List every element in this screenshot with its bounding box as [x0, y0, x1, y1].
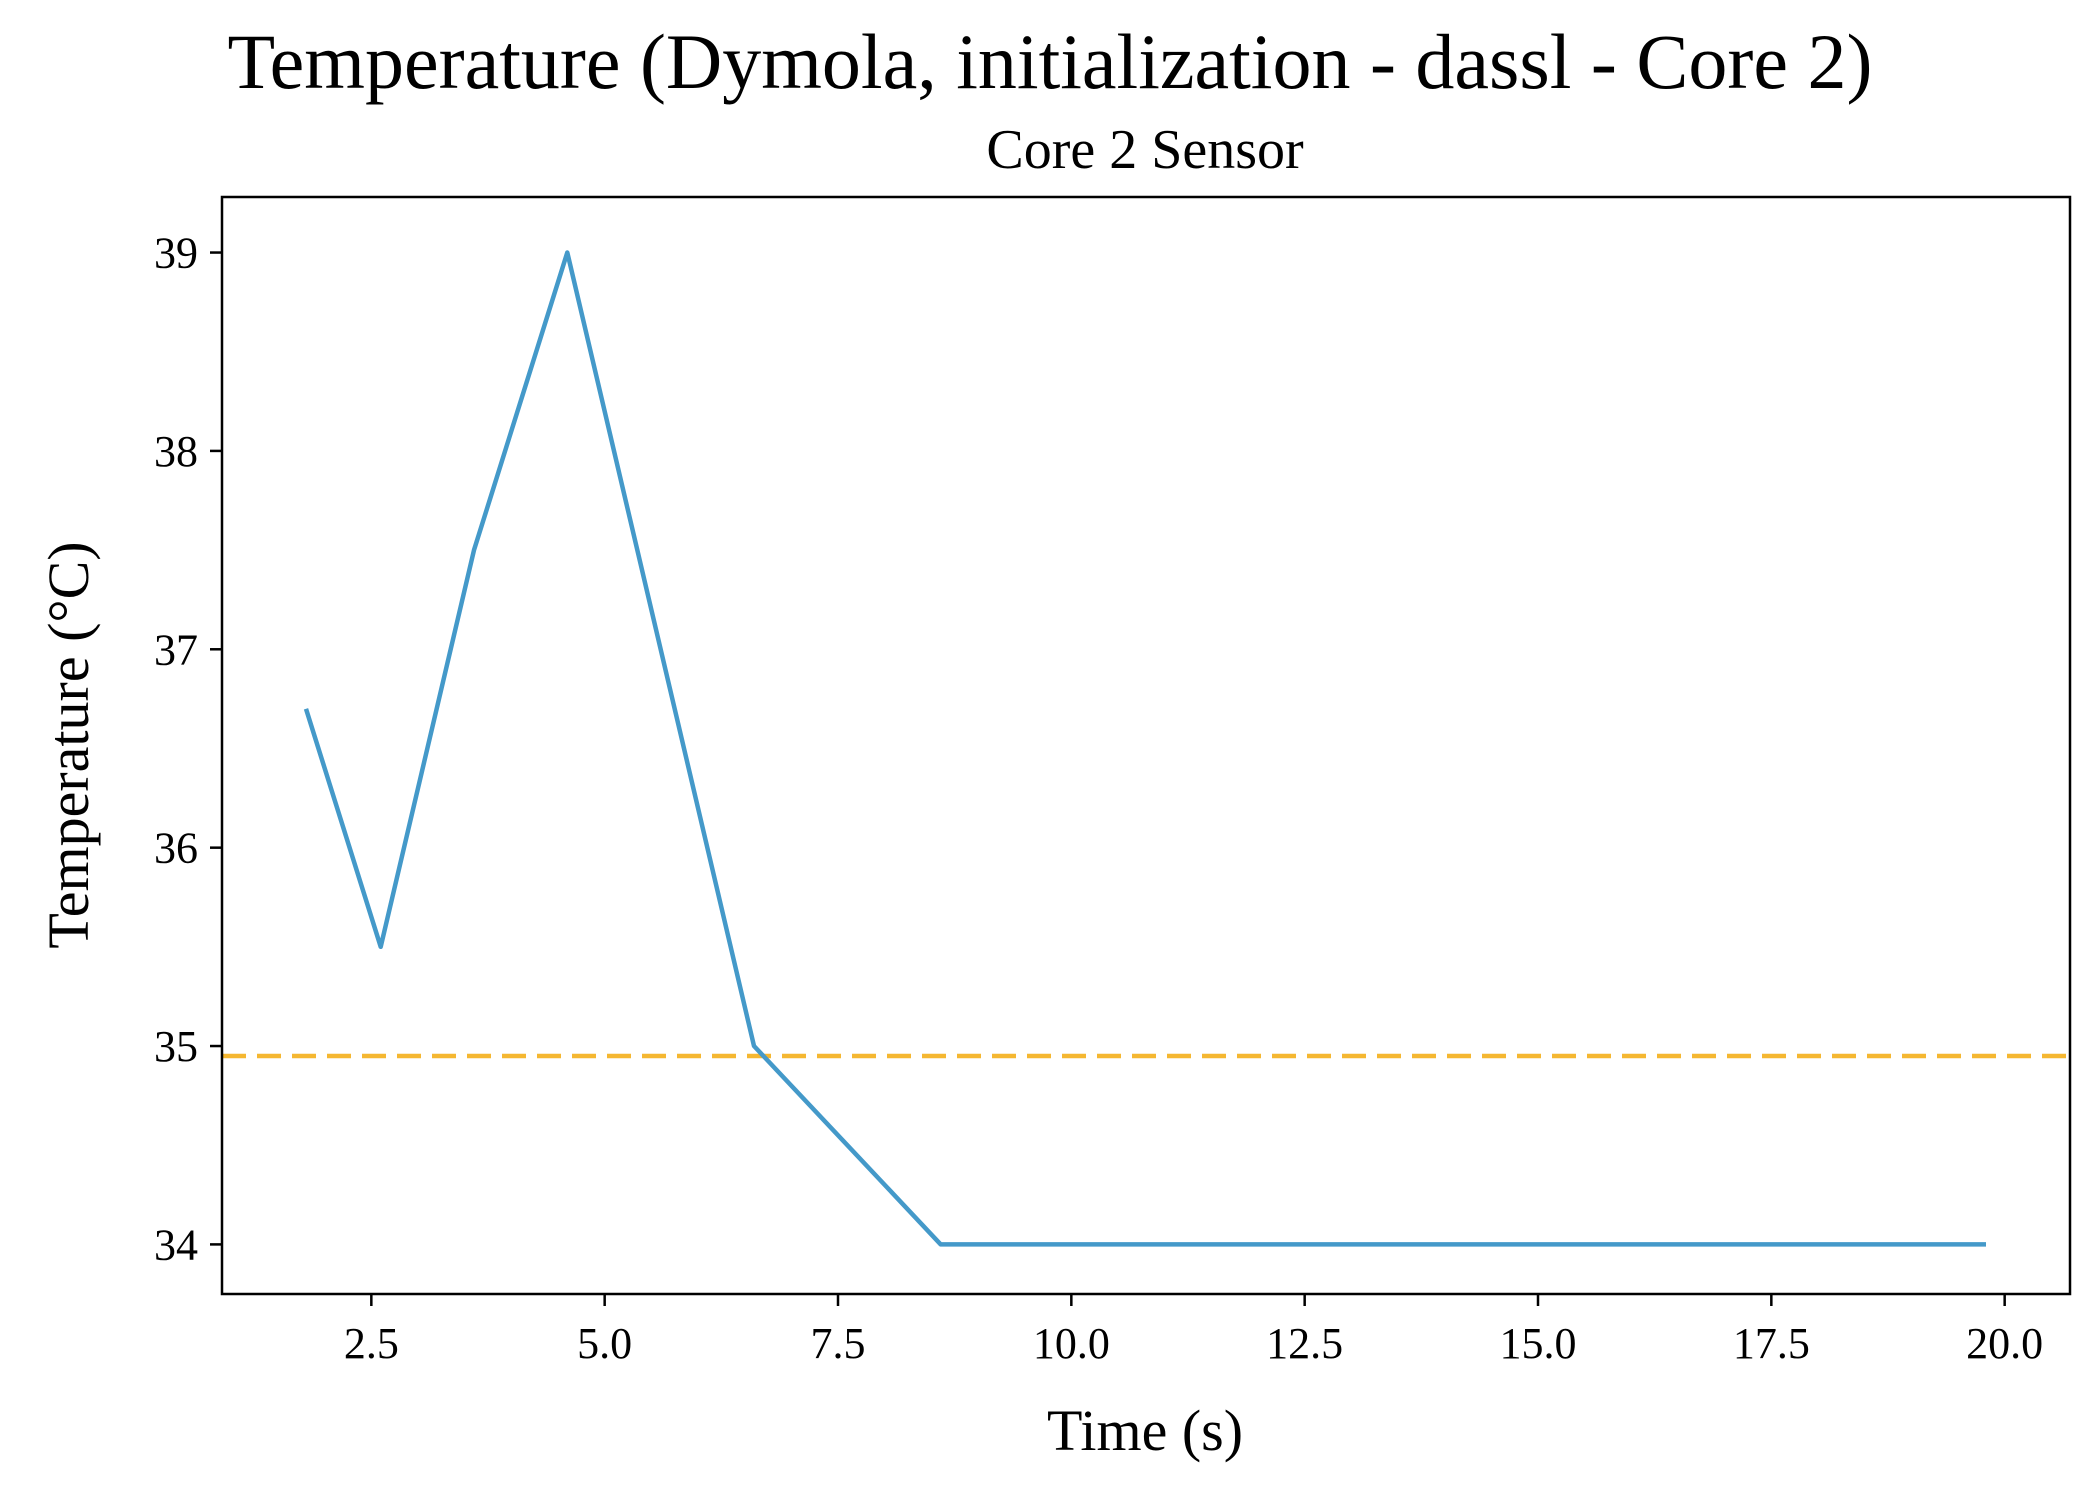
plot-frame	[220, 195, 2072, 1296]
x-tick-label: 20.0	[1966, 1319, 2043, 1368]
y-tick-label: 34	[154, 1220, 198, 1269]
x-tick-label: 5.0	[577, 1319, 632, 1368]
y-tick-label: 37	[154, 625, 198, 674]
x-tick-label: 15.0	[1500, 1319, 1577, 1368]
x-tick-label: 12.5	[1266, 1319, 1343, 1368]
x-axis: 2.5 5.0 7.5 10.0 12.5 15.0 17.5 20.0	[344, 1294, 2043, 1368]
y-axis: 34 35 36 37 38 39	[154, 229, 222, 1269]
x-axis-title: Time (s)	[1047, 1398, 1243, 1463]
x-tick-label: 10.0	[1033, 1319, 1110, 1368]
x-tick-label: 2.5	[344, 1319, 399, 1368]
y-tick-label: 38	[154, 427, 198, 476]
series-line-0	[303, 250, 1986, 1247]
y-tick-label: 39	[154, 229, 198, 278]
y-tick-label: 35	[154, 1022, 198, 1071]
x-tick-label: 17.5	[1733, 1319, 1810, 1368]
chart-title: Temperature (Dymola, initialization - da…	[227, 18, 1872, 105]
chart-subtitle: Core 2 Sensor	[986, 119, 1304, 181]
plot-area	[222, 250, 2070, 1247]
y-axis-title: Temperature (°C)	[36, 541, 101, 948]
x-tick-label: 7.5	[811, 1319, 866, 1368]
y-tick-label: 36	[154, 824, 198, 873]
